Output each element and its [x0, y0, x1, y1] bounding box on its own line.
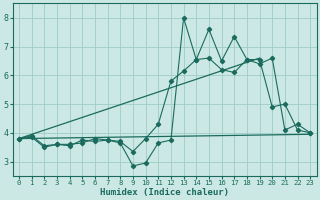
X-axis label: Humidex (Indice chaleur): Humidex (Indice chaleur): [100, 188, 229, 197]
